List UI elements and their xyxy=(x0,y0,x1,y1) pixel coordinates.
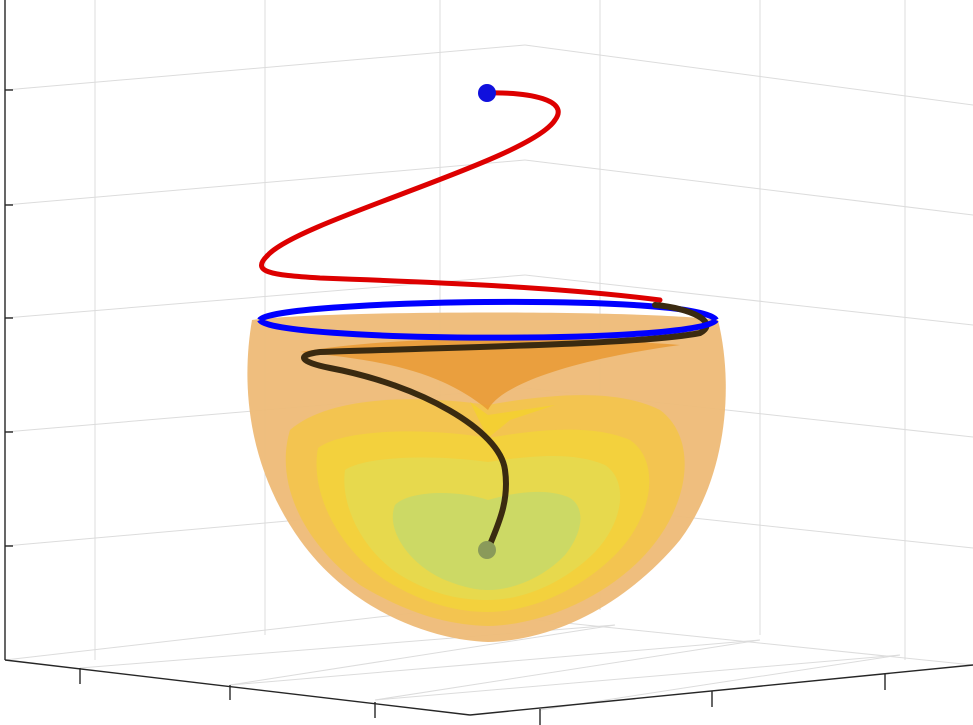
surface-center xyxy=(392,491,581,590)
boundary-circle-front xyxy=(257,317,719,341)
x-axis-line xyxy=(4,659,471,716)
start-marker xyxy=(478,84,496,102)
inner-cone xyxy=(300,338,680,410)
trajectory-below xyxy=(301,302,710,553)
bowl-surface xyxy=(247,312,726,642)
end-marker xyxy=(478,541,496,559)
y-axis-line xyxy=(469,664,973,716)
axes xyxy=(4,0,973,725)
inner-cone-tip xyxy=(470,402,555,438)
trajectory-above xyxy=(259,90,663,303)
